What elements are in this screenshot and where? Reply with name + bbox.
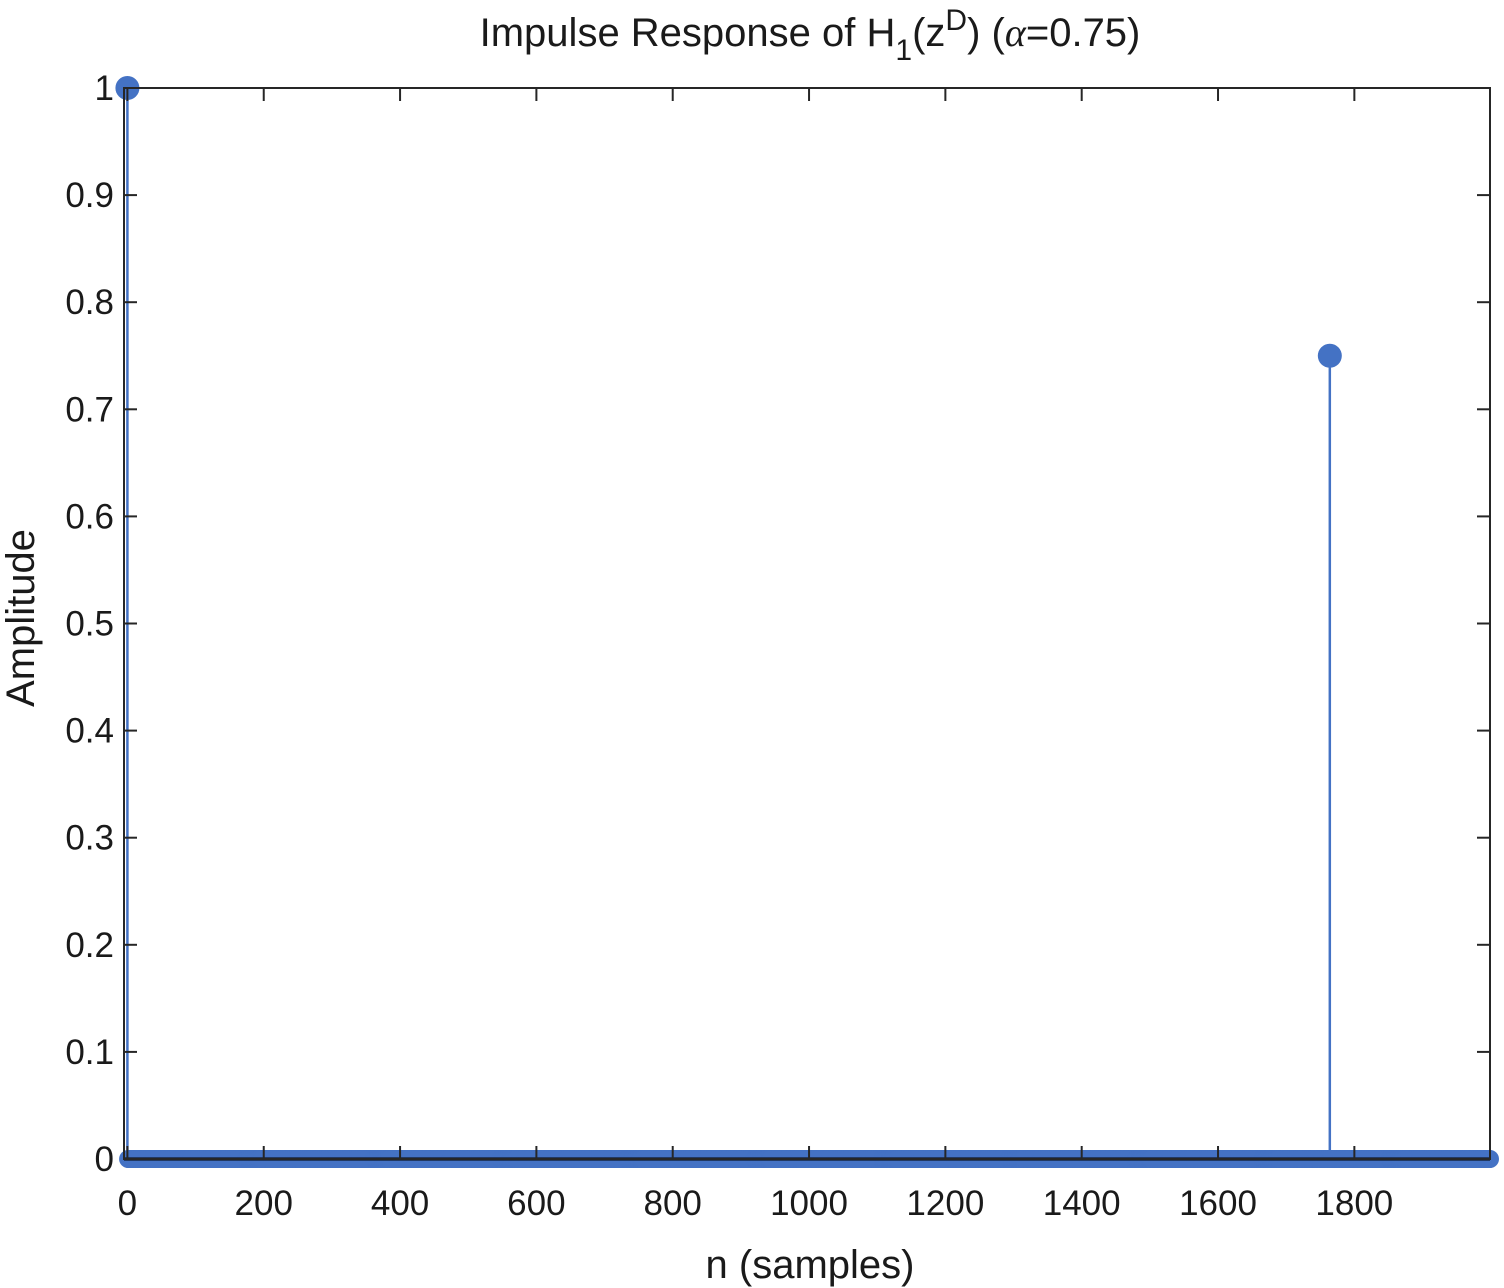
- x-tick-label: 800: [644, 1184, 702, 1223]
- title-mid: (z: [912, 11, 945, 55]
- y-tick-label: 0: [95, 1140, 114, 1179]
- y-tick-label: 0.7: [65, 390, 114, 429]
- y-axis-label: Amplitude: [0, 529, 43, 707]
- x-tick-label: 200: [235, 1184, 293, 1223]
- x-tick-label: 1200: [906, 1184, 984, 1223]
- x-tick-label: 0: [118, 1184, 137, 1223]
- y-tick-label: 0.5: [65, 605, 114, 644]
- y-tick-label: 0.9: [65, 176, 114, 215]
- y-tick-label: 0.8: [65, 283, 114, 322]
- x-tick-label: 1600: [1179, 1184, 1257, 1223]
- y-tick-label: 0.4: [65, 712, 114, 751]
- plot-area: [115, 76, 1499, 1168]
- y-tick-label: 0.6: [65, 497, 114, 536]
- x-tick-label: 1400: [1043, 1184, 1121, 1223]
- title-close: ) (: [967, 11, 1005, 55]
- title-greek: α: [1005, 10, 1027, 55]
- title-superscript: D: [945, 4, 967, 37]
- x-axis-label: n (samples): [706, 1243, 915, 1287]
- title-prefix: Impulse Response of H: [480, 11, 896, 55]
- stem-marker: [1317, 343, 1342, 368]
- x-tick-label: 1000: [770, 1184, 848, 1223]
- title-subscript: 1: [895, 34, 912, 67]
- x-tick-label: 600: [507, 1184, 565, 1223]
- y-tick-label: 0.3: [65, 819, 114, 858]
- axes: 0 200 400 600 800 1000 1200 1400 1600 1800 0 0.1 0.2…: [65, 69, 1491, 1223]
- y-tick-label: 1: [95, 69, 114, 108]
- x-tick-label: 1800: [1315, 1184, 1393, 1223]
- y-tick-label: 0.2: [65, 926, 114, 965]
- title-suffix: =0.75): [1026, 11, 1141, 55]
- x-tick-label: 400: [371, 1184, 429, 1223]
- axes-box: [123, 87, 1491, 1160]
- y-tick-label: 0.1: [65, 1033, 114, 1072]
- svg-text:Impulse Response of H1(zD) (α=: Impulse Response of H1(zD) (α=0.75): [480, 4, 1141, 67]
- chart-title: Impulse Response of H1(zD) (α=0.75): [480, 4, 1141, 67]
